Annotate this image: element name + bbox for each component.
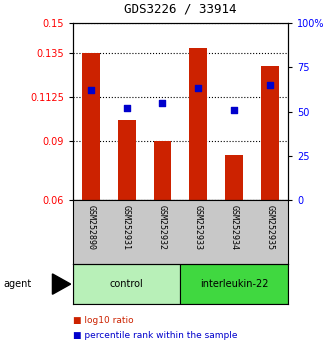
- Text: GSM252933: GSM252933: [194, 205, 203, 250]
- Bar: [82, 53, 100, 200]
- Text: ■ log10 ratio: ■ log10 ratio: [73, 316, 133, 325]
- Point: [267, 82, 273, 88]
- Text: GSM252935: GSM252935: [265, 205, 274, 250]
- Bar: [180, 264, 288, 304]
- Polygon shape: [52, 274, 71, 294]
- Bar: [261, 66, 279, 200]
- Text: GSM252932: GSM252932: [158, 205, 167, 250]
- Text: GSM252890: GSM252890: [86, 205, 95, 250]
- Point: [124, 105, 129, 111]
- Point: [196, 86, 201, 91]
- Text: interleukin-22: interleukin-22: [200, 279, 268, 289]
- Bar: [154, 141, 171, 200]
- Point: [160, 100, 165, 105]
- Text: GSM252931: GSM252931: [122, 205, 131, 250]
- Point: [88, 87, 93, 93]
- Text: GSM252934: GSM252934: [230, 205, 239, 250]
- Text: ■ percentile rank within the sample: ■ percentile rank within the sample: [73, 331, 237, 340]
- Text: GDS3226 / 33914: GDS3226 / 33914: [124, 3, 237, 16]
- Bar: [189, 47, 207, 200]
- Text: control: control: [110, 279, 143, 289]
- Point: [231, 107, 237, 113]
- Bar: [73, 264, 180, 304]
- Bar: [225, 155, 243, 200]
- Bar: [118, 120, 136, 200]
- Text: agent: agent: [3, 279, 31, 289]
